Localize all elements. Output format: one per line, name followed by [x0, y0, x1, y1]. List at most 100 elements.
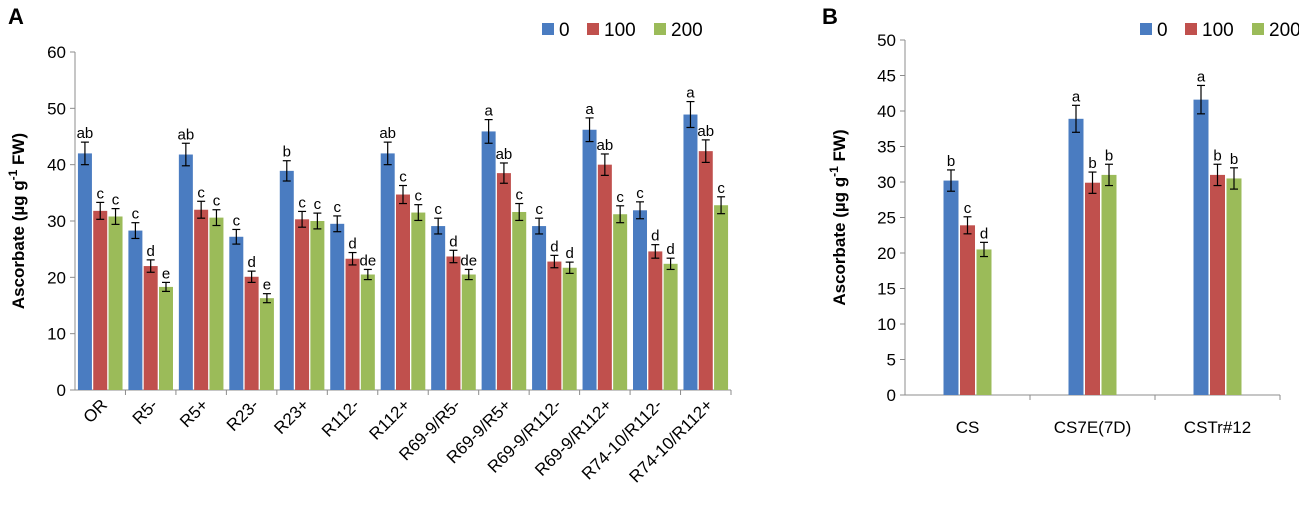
significance-letter: c: [132, 206, 140, 223]
significance-letter: a: [1072, 88, 1081, 105]
bar-100: [597, 164, 612, 390]
significance-letter: c: [515, 187, 523, 204]
significance-letter: b: [1213, 147, 1221, 164]
significance-letter: b: [947, 153, 955, 170]
significance-letter: a: [484, 103, 493, 120]
significance-letter: ab: [597, 137, 614, 154]
bar-100: [295, 219, 310, 390]
bar-100: [698, 151, 713, 390]
significance-letter: c: [399, 169, 407, 186]
significance-letter: e: [263, 277, 271, 294]
bar-0: [582, 129, 597, 391]
bar-0: [178, 154, 193, 390]
significance-letter: b: [1088, 155, 1096, 172]
legend-swatch-0: [1140, 23, 1152, 35]
bar-0: [128, 230, 143, 390]
bar-100: [1210, 174, 1225, 395]
significance-letter: d: [980, 225, 988, 242]
y-tick-label: 0: [57, 381, 66, 400]
bar-200: [209, 217, 224, 390]
category-label: R112+: [366, 395, 414, 443]
significance-letter: ab: [379, 125, 396, 142]
legend-swatch-100: [1185, 23, 1197, 35]
y-tick-label: 20: [877, 244, 896, 263]
y-axis-title: Ascorbate (µg g-1 FW): [6, 133, 28, 309]
significance-letter: c: [636, 185, 644, 202]
y-tick-label: 25: [877, 209, 896, 228]
bar-100: [960, 225, 975, 395]
significance-letter: ab: [496, 146, 513, 163]
panel-label: B: [822, 4, 838, 29]
significance-letter: d: [550, 238, 558, 255]
panel-label: A: [8, 4, 24, 29]
y-tick-label: 40: [877, 102, 896, 121]
significance-letter: c: [717, 180, 725, 197]
bar-100: [496, 173, 511, 390]
significance-letter: a: [686, 85, 695, 102]
y-tick-label: 40: [47, 156, 66, 175]
category-label: R23+: [270, 395, 313, 438]
bar-0: [943, 180, 959, 395]
y-tick-label: 60: [47, 43, 66, 62]
bar-200: [613, 214, 628, 390]
significance-letter: ab: [178, 126, 195, 143]
y-tick-label: 0: [887, 386, 896, 405]
category-label: R5+: [176, 395, 212, 431]
bar-200: [360, 274, 375, 390]
bar-0: [431, 226, 446, 390]
bar-0: [1068, 118, 1084, 395]
legend-label-0: 0: [559, 20, 570, 41]
significance-letter: a: [1197, 68, 1206, 85]
bar-100: [93, 210, 108, 390]
significance-letter: b: [1230, 151, 1238, 168]
bar-100: [345, 258, 360, 390]
significance-letter: c: [964, 200, 972, 217]
legend-label-200: 200: [671, 20, 703, 41]
y-tick-label: 20: [47, 268, 66, 287]
bar-100: [143, 266, 158, 390]
legend-label-100: 100: [1202, 20, 1234, 41]
legend-label-200: 200: [1269, 20, 1299, 41]
significance-letter: de: [460, 252, 477, 269]
bar-200: [663, 263, 678, 390]
significance-letter: c: [415, 188, 423, 205]
significance-letter: c: [96, 185, 104, 202]
bar-0: [532, 226, 547, 390]
significance-letter: d: [247, 254, 255, 271]
legend-label-0: 0: [1157, 20, 1168, 41]
panel-b-chart: B 0 5 10 15 20 25 30 35 40 45 50 Ascorbate (µg g-1 F…: [822, 4, 1299, 437]
significance-letter: ab: [77, 125, 94, 142]
significance-letter: b: [283, 144, 291, 161]
bar-200: [976, 249, 992, 395]
significance-letter: d: [348, 236, 356, 253]
category-label: CS7E(7D): [1054, 418, 1131, 437]
bar-0: [330, 223, 345, 390]
bar-100: [446, 256, 461, 390]
significance-letter: c: [314, 196, 322, 213]
category-label: OR: [80, 395, 111, 426]
y-axis-title: Ascorbate (µg g-1 FW): [827, 129, 849, 305]
category-label: R5-: [129, 395, 162, 428]
significance-letter: b: [1105, 147, 1113, 164]
significance-letter: a: [585, 101, 594, 118]
significance-letter: c: [233, 212, 241, 229]
bar-200: [411, 212, 426, 390]
bar-0: [1193, 99, 1209, 395]
legend-swatch-100: [587, 23, 599, 35]
bar-200: [1226, 178, 1242, 395]
significance-letter: de: [359, 252, 376, 269]
significance-letter: e: [162, 265, 170, 282]
significance-letter: c: [298, 194, 306, 211]
bar-100: [1085, 182, 1100, 395]
significance-letter: c: [112, 192, 120, 209]
bar-200: [108, 216, 123, 390]
category-label: R23-: [223, 395, 262, 434]
bar-100: [648, 251, 663, 390]
category-label: R112-: [318, 395, 363, 440]
significance-letter: d: [651, 228, 659, 245]
bar-200: [259, 298, 274, 390]
legend-swatch-200: [654, 23, 666, 35]
category-label: CSTr#12: [1184, 418, 1251, 437]
